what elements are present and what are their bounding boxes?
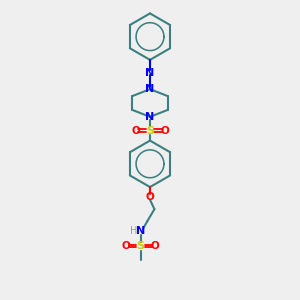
Text: S: S bbox=[136, 241, 145, 251]
Text: O: O bbox=[160, 126, 169, 136]
Text: O: O bbox=[151, 241, 159, 251]
Text: O: O bbox=[146, 192, 154, 202]
Text: H: H bbox=[130, 226, 137, 236]
Text: O: O bbox=[122, 241, 130, 251]
Text: N: N bbox=[146, 112, 154, 122]
Text: N: N bbox=[136, 226, 145, 236]
Text: S: S bbox=[146, 126, 154, 136]
Text: O: O bbox=[131, 126, 140, 136]
Text: N: N bbox=[146, 84, 154, 94]
Text: N: N bbox=[146, 68, 154, 78]
